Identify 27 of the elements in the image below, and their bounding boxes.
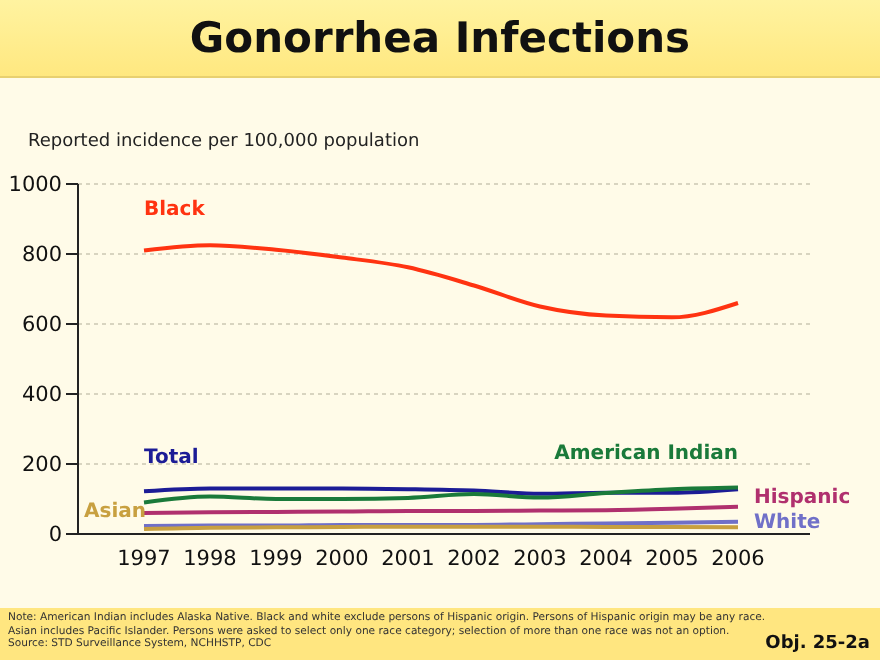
chart-title: Gonorrhea Infections: [0, 0, 880, 78]
x-tick-label: 1997: [117, 546, 171, 571]
x-tick-label: 2000: [315, 546, 369, 571]
x-tick-label: 2001: [381, 546, 435, 571]
y-tick-label: 800: [21, 243, 62, 268]
series-label: Black: [144, 198, 206, 221]
x-tick-label: 2005: [645, 546, 699, 571]
y-tick-label: 200: [21, 453, 62, 478]
series-label: Total: [144, 447, 199, 470]
x-tick-label: 1998: [183, 546, 237, 571]
y-axis-title: Reported incidence per 100,000 population: [28, 132, 420, 152]
series-label: American Indian: [554, 443, 738, 466]
x-tick-label: 2004: [579, 546, 634, 571]
x-tick-label: 2006: [711, 546, 766, 571]
x-tick-label: 1999: [249, 546, 303, 571]
line-series: [142, 485, 740, 505]
series-label: White: [754, 511, 821, 534]
y-tick-label: 400: [21, 383, 62, 408]
text: Obj. 25-2a: [765, 633, 870, 656]
y-tick-label: 0: [48, 523, 62, 548]
series-label: Asian: [84, 501, 146, 524]
line-series: [142, 243, 740, 320]
series-label: Hispanic: [754, 486, 851, 509]
y-tick-label: 1000: [8, 173, 62, 198]
x-tick-label: 2002: [447, 546, 501, 571]
x-tick-label: 2003: [513, 546, 567, 571]
y-tick-label: 600: [21, 313, 62, 338]
